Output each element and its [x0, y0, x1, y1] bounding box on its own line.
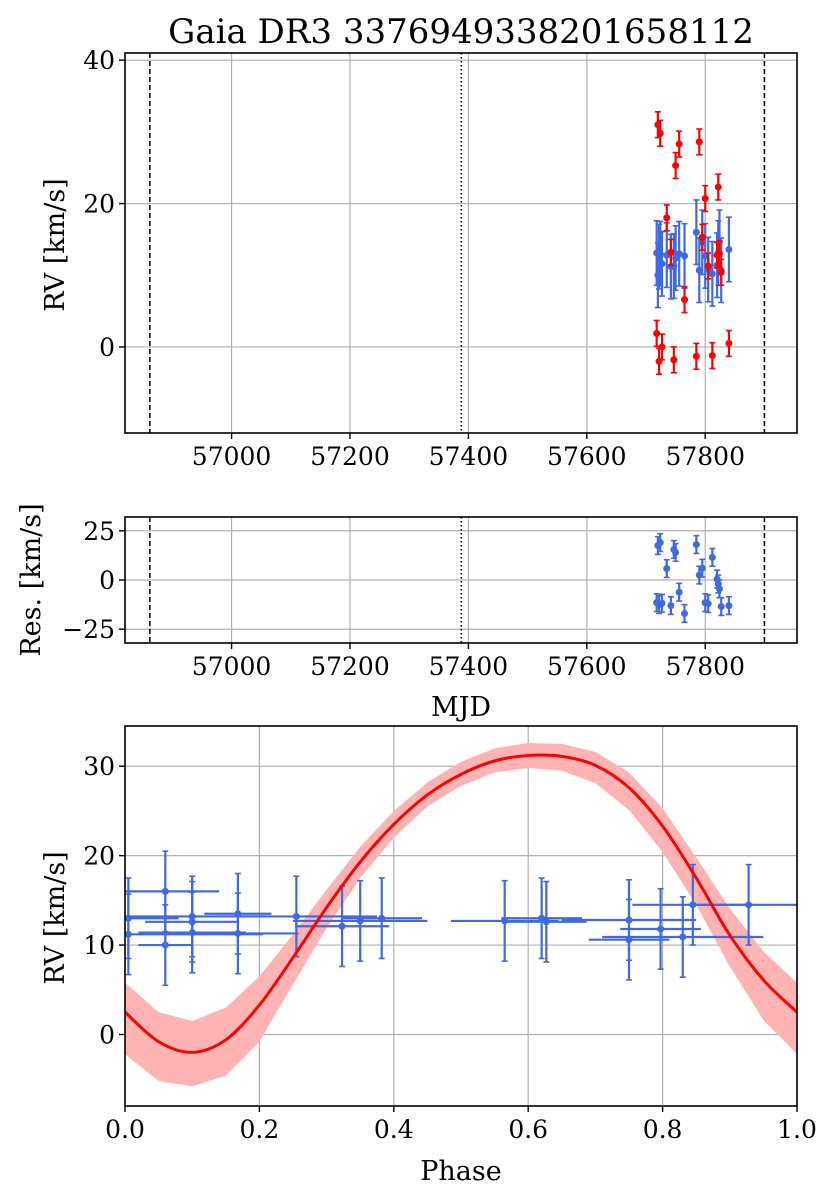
model-point: [695, 138, 703, 146]
rv-vs-mjd-panel: 57000 57200 57400 57600 57800 0 20 40: [83, 46, 798, 471]
model-point: [692, 352, 700, 360]
residuals-point: [704, 600, 712, 608]
phase-folded-panel: 0.0 0.2 0.4 0.6 0.8 1.0 0 10 20 30: [83, 725, 817, 1144]
figure-title: Gaia DR3 3376949338201658112: [168, 12, 754, 52]
observed-point: [658, 260, 666, 268]
x-tick-label: 0.4: [374, 1115, 414, 1144]
y-tick-label: −25: [62, 615, 115, 644]
axes-frame: [124, 52, 798, 434]
x-tick-label: 57600: [547, 652, 627, 681]
phased-data-point: [378, 914, 386, 922]
x-tick-label: 57000: [192, 652, 272, 681]
x-tick-label: 57200: [310, 442, 390, 471]
x-tick-label: 57400: [429, 442, 509, 471]
model-point: [667, 248, 675, 256]
x-tick-label: 57400: [429, 652, 509, 681]
residuals-point: [658, 599, 666, 607]
residuals-point: [692, 541, 700, 549]
phase-ylabel: RV [km/s]: [40, 851, 71, 984]
x-tick-label: 0.8: [643, 1115, 683, 1144]
y-tick-label: 0: [99, 566, 115, 595]
model-point: [675, 140, 683, 148]
phased-data-point: [161, 887, 169, 895]
plot-area: [125, 742, 797, 1087]
model-point: [714, 183, 722, 191]
residuals-point: [675, 588, 683, 596]
residuals-point: [725, 602, 733, 610]
model-point: [681, 296, 689, 304]
residuals-vs-mjd-panel: 57000 57200 57400 57600 57800 −25 0 25: [62, 516, 798, 681]
observed-point: [708, 270, 716, 278]
x-tick-label: 57000: [192, 442, 272, 471]
residuals-ylabel: Res. [km/s]: [16, 503, 47, 656]
x-tick-label: 57800: [665, 442, 745, 471]
residuals-point: [672, 548, 680, 556]
model-point: [701, 195, 709, 203]
model-point: [698, 233, 706, 241]
y-tick-label: 30: [83, 752, 115, 781]
model-point: [725, 339, 733, 347]
y-tick-label: 25: [83, 517, 115, 546]
model-point: [663, 214, 671, 222]
residuals-point: [698, 564, 706, 572]
x-tick-label: 0.2: [240, 1115, 280, 1144]
residuals-point: [681, 609, 689, 617]
model-point: [717, 268, 725, 276]
phased-data-point: [657, 925, 665, 933]
model-point: [670, 356, 678, 364]
residuals-point: [656, 539, 664, 547]
x-tick-label: 1.0: [777, 1115, 817, 1144]
x-tick-label: 57200: [310, 652, 390, 681]
residuals-point: [663, 565, 671, 573]
plot-area: [149, 53, 766, 433]
phased-data-point: [338, 922, 346, 930]
phased-data-point: [188, 918, 196, 926]
x-tick-label: 0.6: [508, 1115, 548, 1144]
phased-data-point: [542, 918, 550, 926]
observed-point: [701, 252, 709, 260]
residuals-point: [667, 602, 675, 610]
y-tick-label: 0: [99, 1020, 115, 1049]
phased-data-point: [161, 941, 169, 949]
phased-data-point: [125, 930, 132, 938]
observed-point: [681, 252, 689, 260]
observed-point: [692, 228, 700, 236]
residuals-point: [715, 585, 723, 593]
phased-data-point: [625, 916, 633, 924]
plot-area: [149, 517, 766, 643]
model-line: [125, 753, 797, 1054]
residuals-point: [717, 603, 725, 611]
x-tick-label: 0.0: [105, 1115, 145, 1144]
model-point: [653, 329, 661, 337]
model-point: [715, 250, 723, 258]
y-tick-label: 0: [99, 333, 115, 362]
y-tick-label: 20: [83, 190, 115, 219]
residuals-xlabel: MJD: [431, 692, 491, 723]
model-point: [672, 162, 680, 170]
rv-mjd-ylabel: RV [km/s]: [40, 178, 71, 311]
observed-point: [725, 245, 733, 253]
model-point: [658, 343, 666, 351]
residuals-point: [708, 553, 716, 561]
phased-data-point: [292, 912, 300, 920]
observed-point: [695, 266, 703, 274]
y-tick-label: 40: [83, 46, 115, 75]
y-tick-label: 10: [83, 931, 115, 960]
model-point: [704, 262, 712, 270]
phase-xlabel: Phase: [420, 1156, 502, 1187]
x-tick-label: 57600: [547, 442, 627, 471]
y-tick-label: 20: [83, 842, 115, 871]
axes-frame: [124, 725, 798, 1107]
phased-data-point: [745, 901, 753, 909]
model-point: [656, 129, 664, 137]
model-point: [708, 352, 716, 360]
observed-point: [675, 250, 683, 258]
x-tick-label: 57800: [665, 652, 745, 681]
phased-data-point: [679, 933, 687, 941]
